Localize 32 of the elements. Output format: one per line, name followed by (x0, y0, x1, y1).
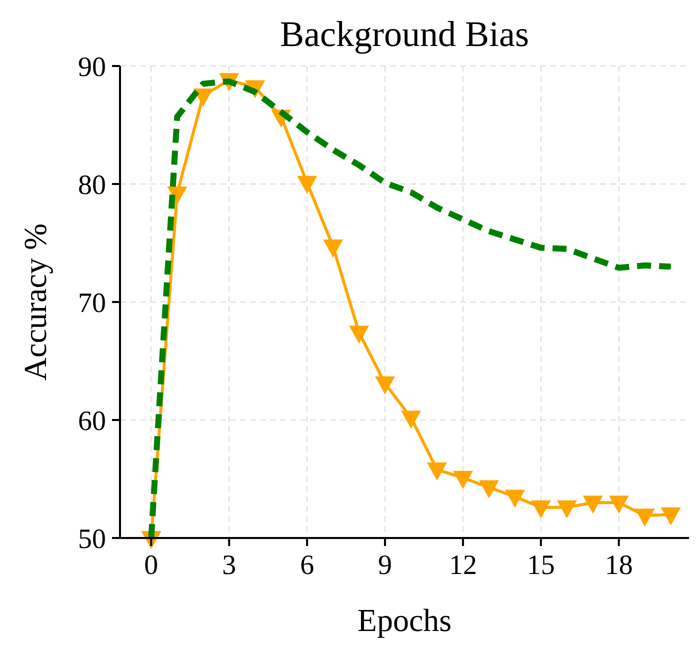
y-tick-label: 50 (78, 524, 106, 555)
x-tick-label: 9 (378, 550, 392, 581)
x-tick-label: 15 (526, 550, 555, 581)
point (660, 507, 681, 526)
point (504, 490, 525, 508)
y-tick-label: 70 (78, 288, 106, 319)
point (297, 176, 318, 194)
x-axis-title: Epochs (357, 602, 452, 638)
point (530, 500, 551, 518)
x-tick-label: 18 (604, 550, 633, 581)
point (426, 462, 447, 481)
point (452, 470, 473, 489)
point (634, 508, 655, 527)
y-tick-label: 80 (78, 170, 106, 201)
y-tick-label: 90 (78, 52, 106, 83)
point (582, 496, 603, 514)
x-tick-label: 6 (300, 550, 314, 581)
point (556, 500, 577, 518)
x-tick-label: 0 (144, 550, 158, 581)
chart-title: Background Bias (280, 14, 529, 54)
point (193, 88, 214, 106)
point (608, 496, 629, 514)
x-tick-label: 3 (222, 550, 236, 581)
point (167, 186, 188, 204)
point (375, 376, 396, 394)
y-axis-title: Accuracy % (17, 223, 53, 381)
point (478, 480, 499, 498)
point (400, 410, 421, 429)
point (323, 240, 344, 258)
y-tick-label: 60 (78, 406, 106, 437)
point (349, 326, 370, 344)
x-tick-label: 12 (448, 550, 477, 581)
